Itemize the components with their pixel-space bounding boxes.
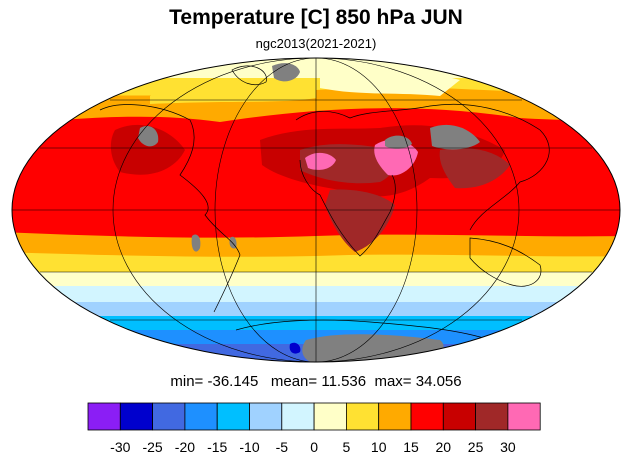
colorbar-tick-label: -10 bbox=[239, 439, 259, 455]
colorbar-box bbox=[345, 402, 380, 431]
map-title: Temperature [C] 850 hPa JUN bbox=[169, 6, 463, 29]
colorbar-tick-label: 30 bbox=[500, 439, 516, 455]
colorbar-box bbox=[410, 402, 444, 431]
stats-line: min= -36.145 mean= 11.536 max= 34.056 bbox=[0, 373, 632, 390]
map-subtitle: ngc2013(2021-2021) bbox=[255, 36, 377, 51]
min-value: -36.145 bbox=[207, 373, 259, 390]
colorbar-box bbox=[475, 402, 509, 431]
colorbar-box bbox=[249, 402, 283, 431]
colorbar-box bbox=[313, 402, 347, 431]
colorbar-tick-label: -5 bbox=[276, 439, 289, 455]
mean-label: mean= bbox=[270, 373, 318, 390]
map-fill bbox=[12, 58, 620, 362]
map-outline bbox=[11, 57, 621, 363]
colorbar-box bbox=[216, 402, 250, 431]
colorbar-tick-label: 15 bbox=[403, 439, 419, 455]
colorbar-tick-label: -15 bbox=[207, 439, 227, 455]
colorbar-box bbox=[87, 402, 121, 431]
colorbar-tick-label: -20 bbox=[175, 439, 195, 455]
mean-value: 11.536 bbox=[321, 373, 367, 390]
colorbar-box bbox=[184, 402, 218, 431]
colorbar-box bbox=[152, 402, 186, 431]
colorbar-tick-label: -30 bbox=[110, 439, 130, 455]
colorbar-boxes bbox=[87, 402, 541, 431]
colorbar-tick-label: -25 bbox=[142, 439, 162, 455]
colorbar-tick-label: 10 bbox=[371, 439, 387, 455]
temperature-map bbox=[11, 57, 621, 363]
colorbar-box bbox=[442, 402, 476, 431]
colorbar-ticks: -30 -25 -20 -15 -10 -5 0 5 10 15 20 25 30 bbox=[110, 439, 516, 455]
colorbar-box bbox=[378, 402, 412, 431]
colorbar-tick-label: 0 bbox=[310, 439, 318, 455]
colorbar-box bbox=[119, 402, 154, 431]
min-label: min= bbox=[170, 373, 204, 390]
colorbar-tick-label: 5 bbox=[343, 439, 351, 455]
max-value: 34.056 bbox=[415, 373, 462, 390]
colorbar-tick-label: 20 bbox=[436, 439, 452, 455]
colorbar-box bbox=[281, 402, 315, 431]
colorbar-tick-label: 25 bbox=[468, 439, 484, 455]
colorbar-box bbox=[507, 402, 541, 431]
max-label: max= bbox=[374, 373, 412, 390]
